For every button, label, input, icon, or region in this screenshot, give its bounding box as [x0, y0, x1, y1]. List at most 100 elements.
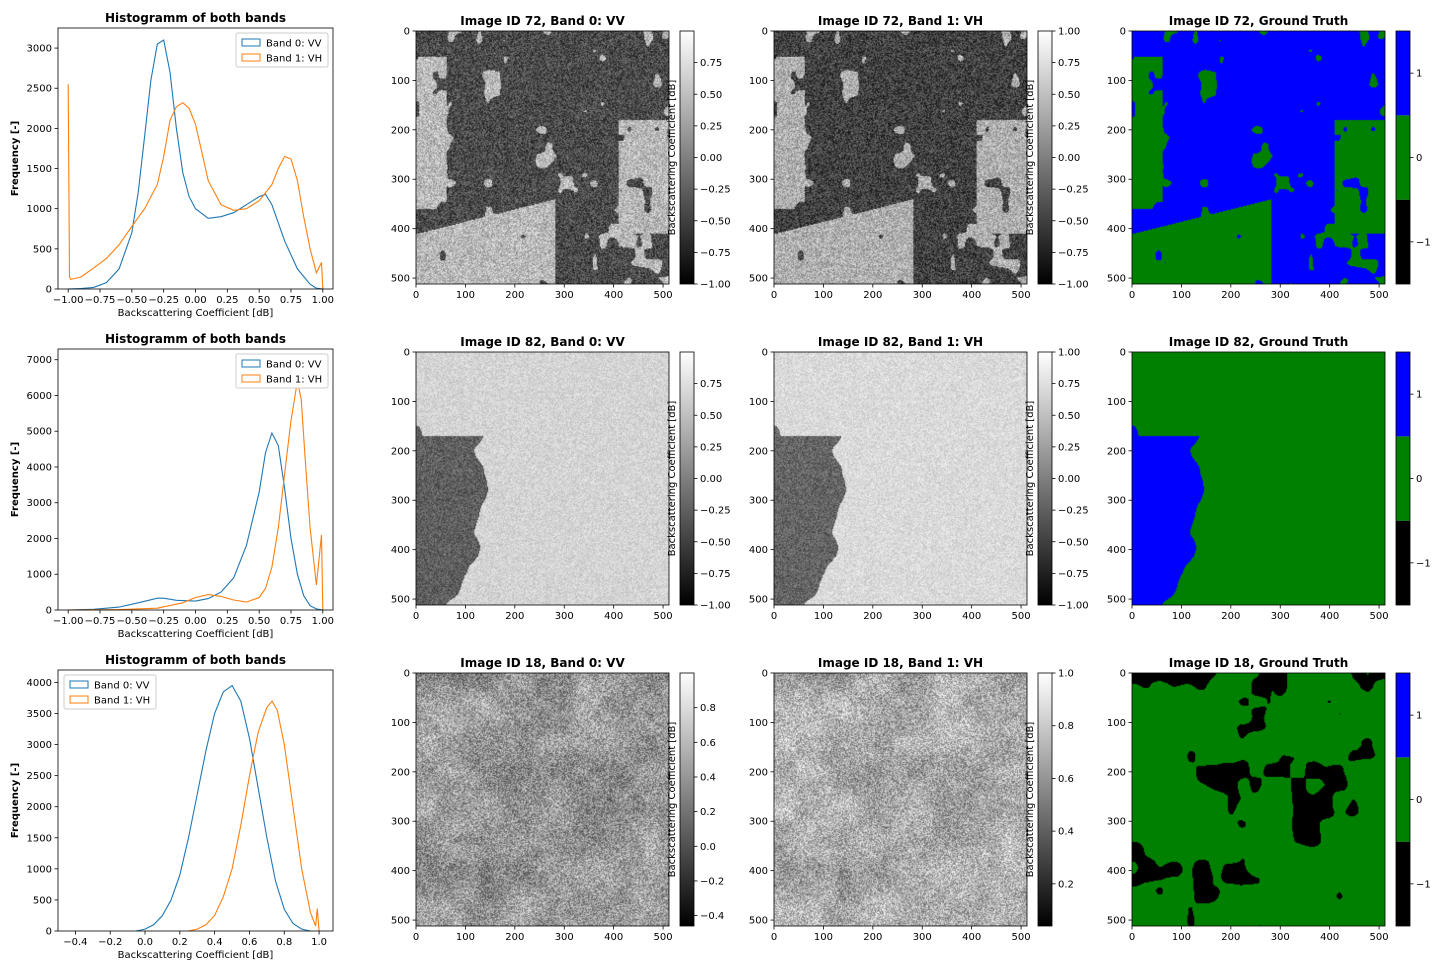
x-tick-label: −1.00	[53, 616, 84, 627]
colorbar-segment	[1396, 673, 1410, 758]
x-tick-label: 400	[604, 611, 623, 622]
x-tick-label: 0.50	[248, 295, 270, 306]
y-axis-label: Frequency [-]	[10, 121, 21, 196]
x-tick-label: 0	[413, 611, 419, 622]
y-tick-label: 100	[749, 76, 768, 87]
x-tick-label: 300	[1271, 290, 1290, 301]
axes-frame	[1131, 351, 1386, 606]
y-tick-label: 1000	[27, 570, 52, 581]
panel-title: Image ID 18, Ground Truth	[1169, 656, 1348, 670]
x-tick-label: −0.75	[85, 295, 116, 306]
colorbar-tick-label: −0.25	[700, 506, 731, 517]
colorbar-fill	[680, 352, 694, 605]
histogram-panel: −1.00 −0.75 −0.50 −0.25 0.00 0.25 0.50 0.75 1.00…	[10, 332, 334, 640]
y-tick-label: 200	[391, 767, 410, 778]
y-tick-label: 1000	[27, 864, 52, 875]
x-tick-label: −0.75	[85, 616, 116, 627]
colorbar-segment	[1396, 757, 1410, 842]
x-tick-label: −0.50	[117, 616, 148, 627]
legend: Band 0: VV Band 1: VH	[235, 353, 329, 389]
colorbar-tick-label: 0.50	[700, 90, 722, 101]
panel-title: Image ID 82, Ground Truth	[1169, 335, 1348, 349]
x-tick-label: 100	[1172, 290, 1191, 301]
legend-label: Band 1: VH	[266, 54, 322, 65]
histogram-panel: −0.4 −0.2 0.0 0.2 0.4 0.6 0.8 1.0 0 500 1000 1500 20…	[10, 653, 334, 961]
panel-title: Image ID 72, Band 1: VH	[818, 14, 983, 28]
colorbar-tick-label: 0	[1416, 795, 1422, 806]
x-tick-label: 500	[1012, 611, 1031, 622]
y-tick-label: 400	[1107, 866, 1126, 877]
y-tick-label: 0	[46, 285, 52, 296]
colorbar-frame	[1037, 672, 1053, 927]
x-tick-label: 400	[604, 932, 623, 943]
x-tick-label: 300	[1271, 932, 1290, 943]
heatmap-image	[774, 31, 1027, 284]
colorbar-segment	[1396, 352, 1410, 437]
legend-label: Band 0: VV	[266, 360, 322, 371]
colorbar-tick-label: −0.25	[700, 185, 731, 196]
x-tick-label: 200	[505, 611, 524, 622]
colorbar-tick-label: 1.0	[1058, 669, 1074, 680]
x-tick-label: 300	[555, 932, 574, 943]
series-line-vv	[68, 39, 323, 290]
colorbar-label: Backscattering Coefficient [dB]	[1025, 401, 1036, 557]
y-tick-label: 100	[391, 718, 410, 729]
x-tick-label: 200	[863, 290, 882, 301]
colorbar-segment	[1396, 436, 1410, 521]
legend-box	[63, 674, 157, 710]
y-tick-label: 3000	[27, 740, 52, 751]
x-tick-label: 0.00	[184, 295, 206, 306]
y-tick-label: 5000	[27, 427, 52, 438]
x-tick-label: 100	[814, 611, 833, 622]
y-tick-label: 500	[391, 916, 410, 927]
panel-title: Image ID 82, Band 0: VV	[460, 335, 625, 349]
x-tick-label: 0	[1129, 290, 1135, 301]
colorbar-tick-label: −0.75	[1058, 248, 1089, 259]
colorbar: 0.75 0.50 0.25 0.00 −0.25 −0.50 −0.75 −1.00 Back…	[667, 30, 731, 291]
colorbar-tick-label: −1	[1416, 237, 1431, 248]
y-tick-label: 0	[1120, 669, 1126, 680]
y-tick-label: 0	[762, 27, 768, 38]
x-tick-label: 200	[1221, 290, 1240, 301]
y-tick-label: 0	[1120, 27, 1126, 38]
x-tick-label: 500	[1370, 932, 1389, 943]
x-axis-label: Backscattering Coefficient [dB]	[118, 950, 274, 961]
y-tick-label: 400	[749, 545, 768, 556]
colorbar: 0.8 0.6 0.4 0.2 0.0 −0.2 −0.4 Backscattering Co…	[667, 672, 724, 927]
colorbar-tick-label: 0.00	[700, 153, 722, 164]
y-tick-label: 500	[33, 895, 52, 906]
colorbar-tick-label: −0.75	[700, 569, 731, 580]
x-tick-label: 200	[505, 932, 524, 943]
colorbar-tick-label: 0.00	[1058, 153, 1080, 164]
y-tick-label: 200	[749, 125, 768, 136]
x-tick-label: 0	[1129, 611, 1135, 622]
x-tick-label: 500	[654, 611, 673, 622]
legend-swatch-vh	[241, 53, 261, 62]
colorbar-tick-label: 0.50	[1058, 411, 1080, 422]
x-tick-label: 300	[555, 611, 574, 622]
x-tick-label: −1.00	[53, 295, 84, 306]
y-tick-label: 300	[391, 817, 410, 828]
legend-swatch-vv	[241, 38, 261, 47]
legend: Band 0: VV Band 1: VH	[235, 32, 329, 68]
y-tick-label: 2500	[27, 771, 52, 782]
x-tick-label: 300	[913, 611, 932, 622]
x-axis-label: Backscattering Coefficient [dB]	[118, 308, 274, 319]
series-line-vh	[67, 84, 324, 290]
x-tick-label: 0.2	[172, 937, 188, 948]
colorbar: 0.75 0.50 0.25 0.00 −0.25 −0.50 −0.75 −1.00 Back…	[667, 351, 731, 612]
x-tick-label: 0	[1129, 932, 1135, 943]
colorbar-tick-label: −1.00	[700, 280, 731, 291]
legend-box	[235, 32, 329, 68]
axes-frame	[1131, 672, 1386, 927]
colorbar: 1.0 0.8 0.6 0.4 0.2 Backscattering Coefficien…	[1025, 669, 1074, 927]
colorbar-label: Backscattering Coefficient [dB]	[667, 80, 678, 236]
colorbar-label: Backscattering Coefficient [dB]	[667, 722, 678, 878]
x-tick-label: 300	[913, 932, 932, 943]
axes-frame	[57, 669, 334, 932]
y-tick-label: 400	[1107, 545, 1126, 556]
y-tick-label: 200	[749, 767, 768, 778]
